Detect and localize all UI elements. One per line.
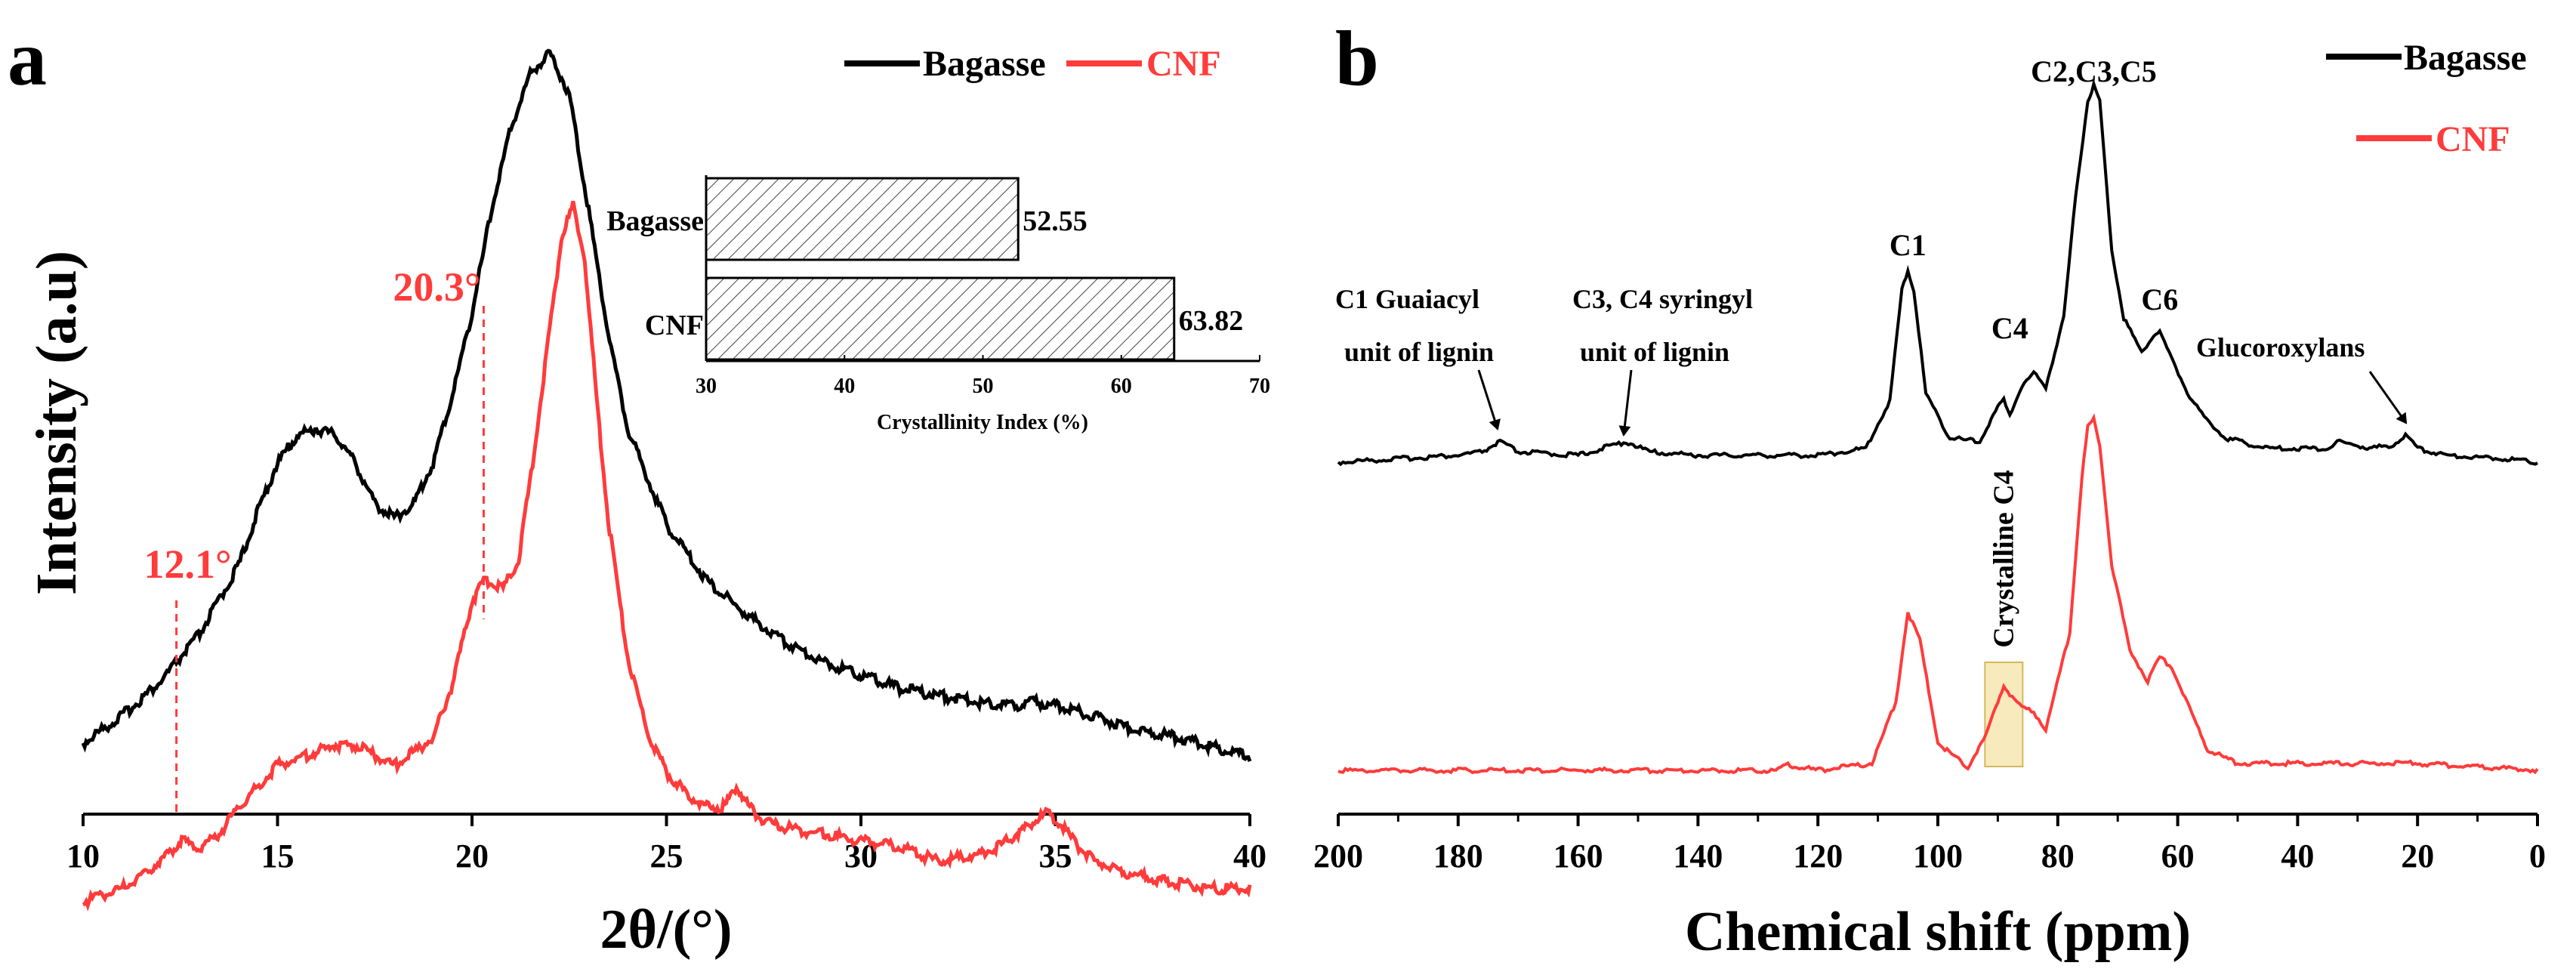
panel-b: b 200 180 160 140 120 100 80 60 40 20 0 Chemical s… <box>1313 15 2546 963</box>
x-tick-label: 140 <box>1673 838 1723 875</box>
inset-tick-label: 50 <box>973 375 994 398</box>
x-tick-label: 0 <box>2529 838 2546 875</box>
label-c1-guaiacyl-line2: unit of lignin <box>1344 337 1494 367</box>
crystallinity-inset: Bagasse CNF 52.55 63.82 30 40 50 60 70 Cryst… <box>606 175 1270 434</box>
peak-label-12-1: 12.1° <box>144 541 232 587</box>
x-tick-label: 20 <box>2401 838 2434 875</box>
inset-tick-label: 70 <box>1249 375 1270 398</box>
x-tick-label: 15 <box>261 838 295 875</box>
x-tick-label: 120 <box>1793 838 1843 875</box>
x-tick-label: 100 <box>1913 838 1963 875</box>
label-c2-c3-c5: C2,C3,C5 <box>2031 54 2157 88</box>
label-c1-guaiacyl: C1 Guaiacyl <box>1335 284 1479 314</box>
label-c6: C6 <box>2141 282 2178 316</box>
panel-b-x-axis-label: Chemical shift (ppm) <box>1685 901 2191 963</box>
inset-value-bagasse: 52.55 <box>1023 205 1087 237</box>
x-tick-label: 25 <box>650 838 683 875</box>
panel-b-legend: Bagasse CNF <box>2326 38 2527 159</box>
series-cnf-nmr <box>1337 413 2539 775</box>
legend-b-cnf-label: CNF <box>2436 119 2510 159</box>
panel-b-x-ticks: 200 180 160 140 120 100 80 60 40 20 0 <box>1313 814 2546 875</box>
label-c3-c4-syringyl: C3, C4 syringyl <box>1572 284 1753 314</box>
arrow-glucoroxylans <box>2368 371 2408 424</box>
peak-label-20-3: 20.3° <box>393 264 480 310</box>
x-tick-label: 40 <box>2281 838 2314 875</box>
label-glucoroxylans: Glucoroxylans <box>2196 332 2365 363</box>
inset-category-cnf: CNF <box>645 310 704 341</box>
panel-a-x-axis-label: 2θ/(°) <box>600 899 732 961</box>
label-c4: C4 <box>1991 311 2028 345</box>
series-cnf-xrd <box>82 200 1252 912</box>
inset-category-bagasse: Bagasse <box>606 205 704 237</box>
x-tick-label: 40 <box>1233 838 1266 875</box>
inset-bar-bagasse <box>705 177 1020 261</box>
inset-tick-label: 60 <box>1111 375 1132 398</box>
inset-tick-label: 40 <box>834 375 855 398</box>
crystalline-c4-highlight <box>1984 662 2024 767</box>
inset-value-cnf: 63.82 <box>1179 305 1244 337</box>
panel-a-legend: Bagasse CNF <box>844 44 1221 84</box>
panel-b-letter: b <box>1335 15 1379 102</box>
panel-a-letter: a <box>8 15 47 102</box>
x-tick-label: 20 <box>455 838 489 875</box>
x-tick-label: 10 <box>66 838 100 875</box>
inset-tick-label: 30 <box>696 375 717 398</box>
x-tick-label: 80 <box>2041 838 2075 875</box>
label-c1: C1 <box>1890 228 1927 262</box>
x-tick-label: 35 <box>1039 838 1072 875</box>
legend-b-bagasse-label: Bagasse <box>2404 38 2527 78</box>
panel-a: a 10 15 20 25 30 35 40 Intensity (a.u) 2θ/(°) … <box>8 15 1270 961</box>
inset-bar-cnf <box>705 276 1176 361</box>
panel-a-x-ticks: 10 15 20 25 30 35 40 <box>66 814 1266 875</box>
arrow-syringyl <box>1618 369 1633 437</box>
x-tick-label: 160 <box>1553 838 1603 875</box>
legend-bagasse-label: Bagasse <box>923 44 1046 84</box>
x-tick-label: 60 <box>2161 838 2195 875</box>
x-tick-label: 200 <box>1313 838 1363 875</box>
series-bagasse-xrd <box>81 48 1252 762</box>
inset-x-ticks: 30 40 50 60 70 <box>696 355 1270 398</box>
panel-a-y-axis-label: Intensity (a.u) <box>25 251 88 595</box>
series-bagasse-nmr <box>1337 78 2538 467</box>
label-c3-c4-syringyl-line2: unit of lignin <box>1580 337 1729 367</box>
x-tick-label: 180 <box>1433 838 1483 875</box>
legend-cnf-label: CNF <box>1146 44 1221 84</box>
inset-x-axis-label: Crystallinity Index (%) <box>877 411 1088 434</box>
label-crystalline-c4: Crystalline C4 <box>1988 470 2019 647</box>
arrow-guaiacyl <box>1477 369 1501 430</box>
